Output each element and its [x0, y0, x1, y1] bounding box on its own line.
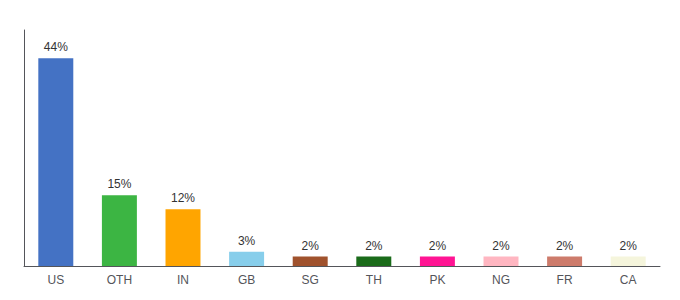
- svg-text:TH: TH: [366, 273, 382, 287]
- svg-text:GB: GB: [238, 273, 255, 287]
- svg-text:CA: CA: [620, 273, 637, 287]
- svg-text:3%: 3%: [238, 234, 256, 248]
- svg-text:SG: SG: [302, 273, 319, 287]
- svg-text:15%: 15%: [107, 177, 131, 191]
- svg-text:2%: 2%: [620, 239, 638, 253]
- svg-text:NG: NG: [492, 273, 510, 287]
- svg-text:2%: 2%: [302, 239, 320, 253]
- svg-text:12%: 12%: [171, 191, 195, 205]
- svg-text:OTH: OTH: [107, 273, 132, 287]
- svg-text:2%: 2%: [556, 239, 574, 253]
- svg-text:FR: FR: [557, 273, 573, 287]
- svg-text:US: US: [47, 273, 64, 287]
- svg-text:IN: IN: [177, 273, 189, 287]
- svg-text:2%: 2%: [429, 239, 447, 253]
- svg-text:44%: 44%: [44, 40, 68, 54]
- svg-text:2%: 2%: [365, 239, 383, 253]
- svg-text:PK: PK: [429, 273, 445, 287]
- svg-text:2%: 2%: [492, 239, 510, 253]
